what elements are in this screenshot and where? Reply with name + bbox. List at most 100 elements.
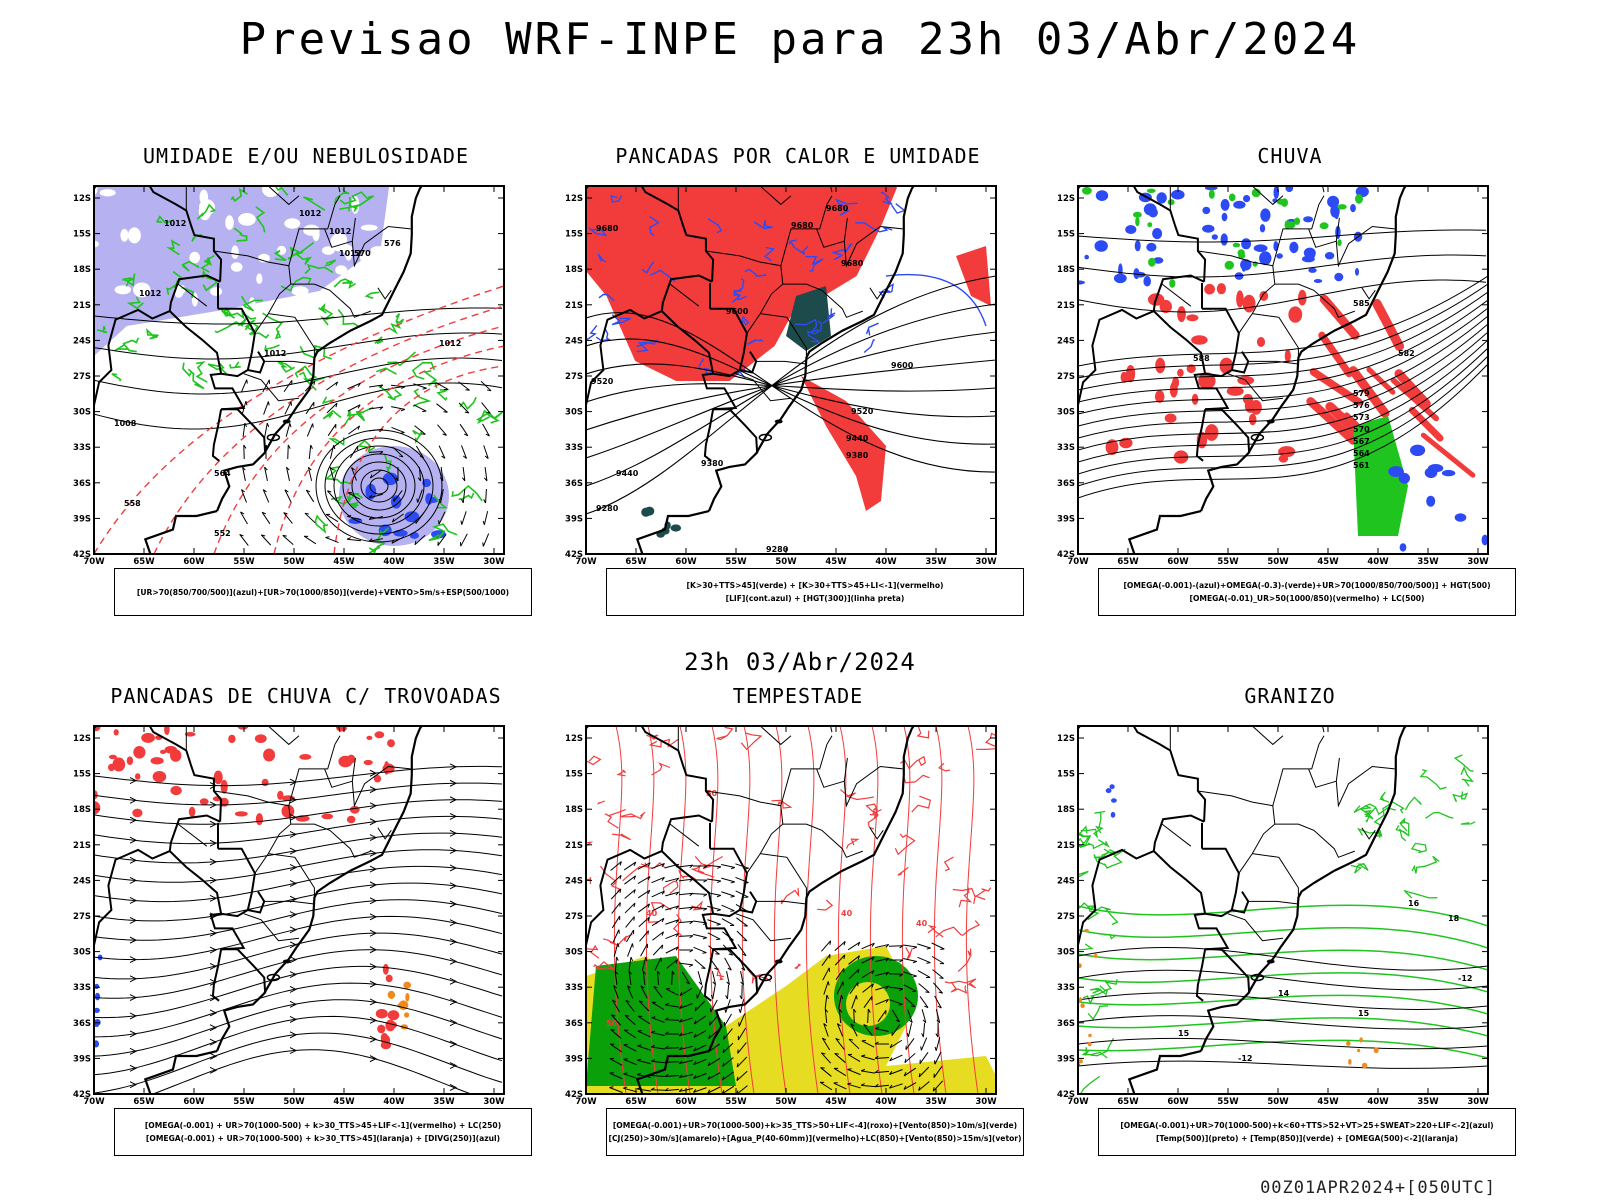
lon-tick-label: 50W (1267, 557, 1289, 567)
contour-label: 573 (1353, 413, 1370, 422)
lon-tick-label: 60W (183, 557, 205, 567)
legend-line: [OMEGA(-0.001)-(azul)+OMEGA(-0.3)-(verde… (1123, 581, 1491, 590)
lat-tick-label: 21S (1057, 841, 1075, 851)
contour-label: 9440 (846, 434, 869, 443)
lon-tick-label: 65W (1117, 557, 1139, 567)
lat-tick-label: 36S (1057, 1019, 1075, 1029)
panel-title: PANCADAS DE CHUVA C/ TROVOADAS (110, 684, 502, 708)
lat-tick-label: 27S (565, 372, 583, 382)
contour-label: 18 (1448, 914, 1460, 923)
lon-tick-label: 65W (625, 557, 647, 567)
lat-tick-label: 36S (73, 479, 91, 489)
lat-tick-label: 30S (1057, 948, 1075, 958)
lat-tick-label: 39S (565, 1054, 583, 1064)
lon-tick-label: 65W (133, 1097, 155, 1107)
map-field: 1012 1012 1012 1012 1012 1012 1012 1008 570 576 56… (94, 186, 504, 554)
contour-label: 576 (384, 239, 401, 248)
lon-tick-label: 40W (875, 1097, 897, 1107)
lon-tick-label: 65W (1117, 1097, 1139, 1107)
lat-tick-label: 15S (73, 770, 91, 780)
lat-tick-label: 27S (73, 372, 91, 382)
contour-label: 564 (1353, 449, 1370, 458)
lon-tick-label: 30W (975, 1097, 997, 1107)
lon-tick-label: 45W (825, 1097, 847, 1107)
lat-tick-label: 24S (73, 876, 91, 886)
lat-tick-label: 15S (565, 770, 583, 780)
lon-tick-label: 45W (1317, 1097, 1339, 1107)
panel-umidade: UMIDADE E/OU NEBULOSIDADE 1012 1012 1012 101… (66, 144, 546, 624)
map-geography (586, 186, 915, 554)
lon-tick-label: 30W (1467, 557, 1489, 567)
lat-tick-label: 15S (565, 230, 583, 240)
map-field: 9680 9680 9680 9680 9600 9520 9520 9440 9440 9380… (586, 186, 996, 554)
lat-tick-label: 36S (565, 479, 583, 489)
lat-tick-label: 33S (1057, 983, 1075, 993)
lon-tick-label: 30W (483, 1097, 505, 1107)
map-frame (585, 185, 997, 555)
panel-pancadas-calor: PANCADAS POR CALOR E UMIDADE 9680 9680 9680… (558, 144, 1038, 624)
lon-tick-label: 60W (183, 1097, 205, 1107)
lat-tick-label: 36S (565, 1019, 583, 1029)
contour-label: 552 (214, 529, 231, 538)
lat-tick-label: 27S (1057, 912, 1075, 922)
lon-tick-label: 70W (83, 1097, 105, 1107)
lon-tick-label: 60W (1167, 557, 1189, 567)
legend-line: [LIF](cont.azul) + [HGT(300)](linha pret… (725, 594, 905, 603)
lon-tick-label: 40W (1367, 1097, 1389, 1107)
contour-label: 1012 (439, 339, 461, 348)
lon-tick-label: 55W (725, 557, 747, 567)
panel-legend: [K>30+TTS>45](verde) + [K>30+TTS>45+LI<-… (606, 568, 1024, 616)
contour-label: 9520 (591, 377, 614, 386)
contour-label: 50 (706, 789, 718, 798)
lat-tick-label: 30S (73, 408, 91, 418)
contour-label: 50 (606, 1019, 618, 1028)
lon-tick-label: 50W (775, 557, 797, 567)
lat-tick-label: 33S (73, 983, 91, 993)
lat-tick-label: 36S (73, 1019, 91, 1029)
lon-tick-label: 35W (1417, 557, 1439, 567)
lon-tick-label: 55W (233, 557, 255, 567)
legend-line: [CJ(250)>30m/s](amarelo)+[Agua_P(40-60mm… (608, 1134, 1022, 1143)
lat-tick-label: 24S (565, 336, 583, 346)
map-frame (93, 725, 505, 1095)
lat-tick-label: 15S (1057, 770, 1075, 780)
contour-label: 9680 (826, 204, 849, 213)
lat-tick-label: 18S (565, 805, 583, 815)
lon-tick-label: 35W (925, 557, 947, 567)
lon-tick-label: 55W (1217, 557, 1239, 567)
lon-tick-label: 45W (1317, 557, 1339, 567)
contour-label: 1012 (139, 289, 161, 298)
lat-tick-label: 21S (565, 301, 583, 311)
map-granizo: -12 -12 15 15 16 14 18 12S 15S 18S 21S 24S 27S 30S 33S… (1057, 725, 1489, 1107)
lon-tick-label: 50W (283, 557, 305, 567)
lon-tick-label: 40W (1367, 557, 1389, 567)
contour-label: 15 (1178, 1029, 1190, 1038)
lon-tick-label: 50W (1267, 1097, 1289, 1107)
legend-line: [UR>70(850/700/500)](azul)+[UR>70(1000/8… (136, 587, 510, 597)
lat-tick-label: 18S (565, 265, 583, 275)
lon-tick-label: 35W (433, 1097, 455, 1107)
map-geography (94, 186, 423, 554)
contour-label: 585 (1353, 299, 1370, 308)
contour-label: 9380 (846, 451, 869, 460)
legend-line: [OMEGA(-0.001)+UR>70(1000-500)+k<60+TTS>… (1120, 1121, 1494, 1130)
contour-label: -12 (1238, 1054, 1252, 1063)
lat-tick-label: 27S (565, 912, 583, 922)
lat-tick-label: 12S (73, 194, 91, 204)
contour-label: 1012 (164, 219, 186, 228)
lon-tick-label: 55W (233, 1097, 255, 1107)
lat-tick-label: 12S (1057, 734, 1075, 744)
lon-tick-label: 45W (825, 557, 847, 567)
contour-label: 9680 (841, 259, 864, 268)
lat-tick-label: 18S (73, 265, 91, 275)
map-frame (585, 725, 997, 1095)
lat-tick-label: 30S (1057, 408, 1075, 418)
main-title: Previsao WRF-INPE para 23h 03/Abr/2024 (239, 14, 1361, 65)
contour-label: 1012 (329, 227, 351, 236)
map-geography (1078, 186, 1407, 554)
lon-tick-label: 65W (133, 557, 155, 567)
contour-label: 9280 (596, 504, 619, 513)
lon-tick-label: 35W (1417, 1097, 1439, 1107)
lat-tick-label: 21S (1057, 301, 1075, 311)
contour-label: 16 (1408, 899, 1420, 908)
